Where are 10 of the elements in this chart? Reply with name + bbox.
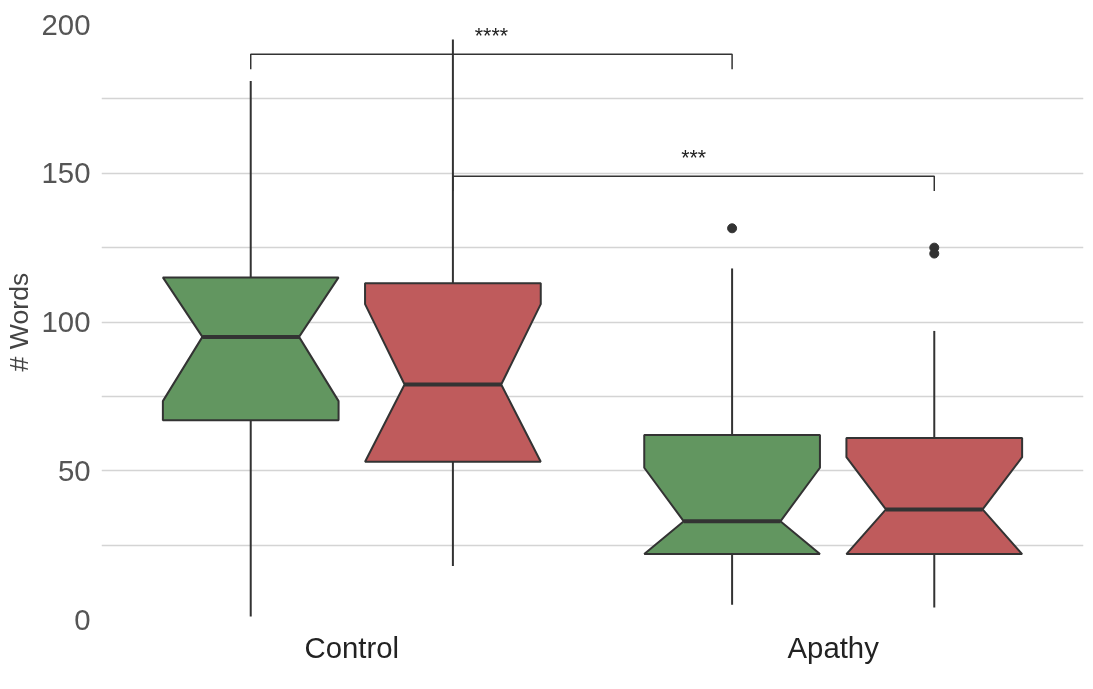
y-tick-label: 200	[41, 7, 91, 41]
x-tick-label: Control	[304, 630, 400, 664]
y-tick-label: 0	[74, 602, 91, 636]
x-tick-label: Apathy	[787, 630, 880, 664]
y-axis-title: # Words	[3, 272, 34, 372]
y-tick-label: 100	[41, 305, 91, 338]
y-tick-label: 50	[57, 453, 91, 487]
annotation: ***	[681, 146, 707, 171]
annotation: ****	[474, 24, 509, 49]
y-tick-label: 150	[41, 156, 91, 190]
